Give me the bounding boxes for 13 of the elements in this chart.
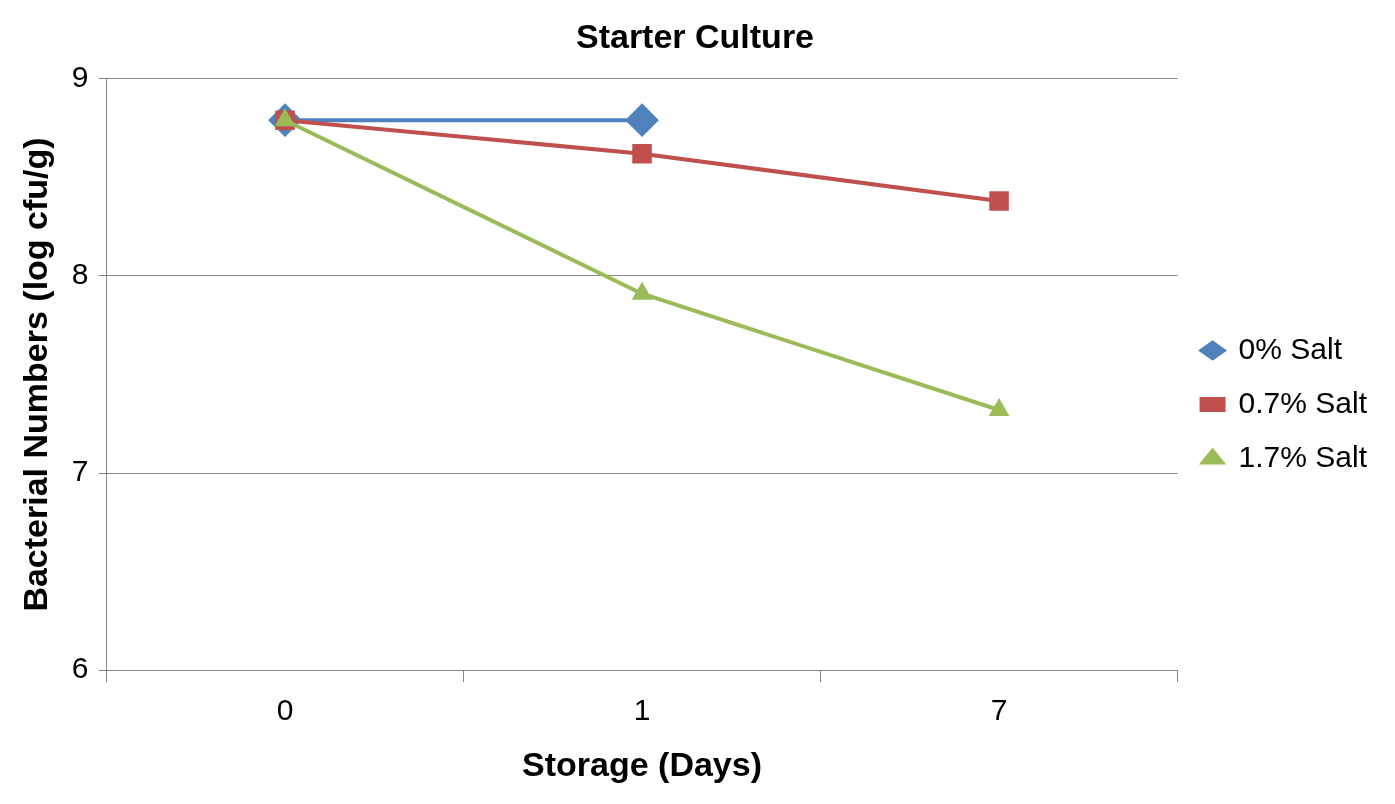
y-tick-label: 6: [71, 651, 89, 685]
legend-label: 0% Salt: [1238, 331, 1343, 365]
x-axis-title: Storage (Days): [522, 744, 763, 783]
y-tick-label: 8: [71, 257, 89, 291]
legend-label: 0.7% Salt: [1238, 385, 1368, 419]
legend-label: 1.7% Salt: [1238, 439, 1368, 473]
y-tick-label: 9: [71, 60, 89, 94]
x-tick-label: 0: [276, 693, 294, 727]
x-tick-label: 7: [990, 693, 1008, 727]
y-tick-label: 7: [71, 454, 89, 488]
x-tick-label: 1: [633, 693, 651, 727]
chart-title: Starter Culture: [575, 16, 815, 55]
y-axis-title: Bacterial Numbers (log cfu/g): [15, 137, 54, 612]
